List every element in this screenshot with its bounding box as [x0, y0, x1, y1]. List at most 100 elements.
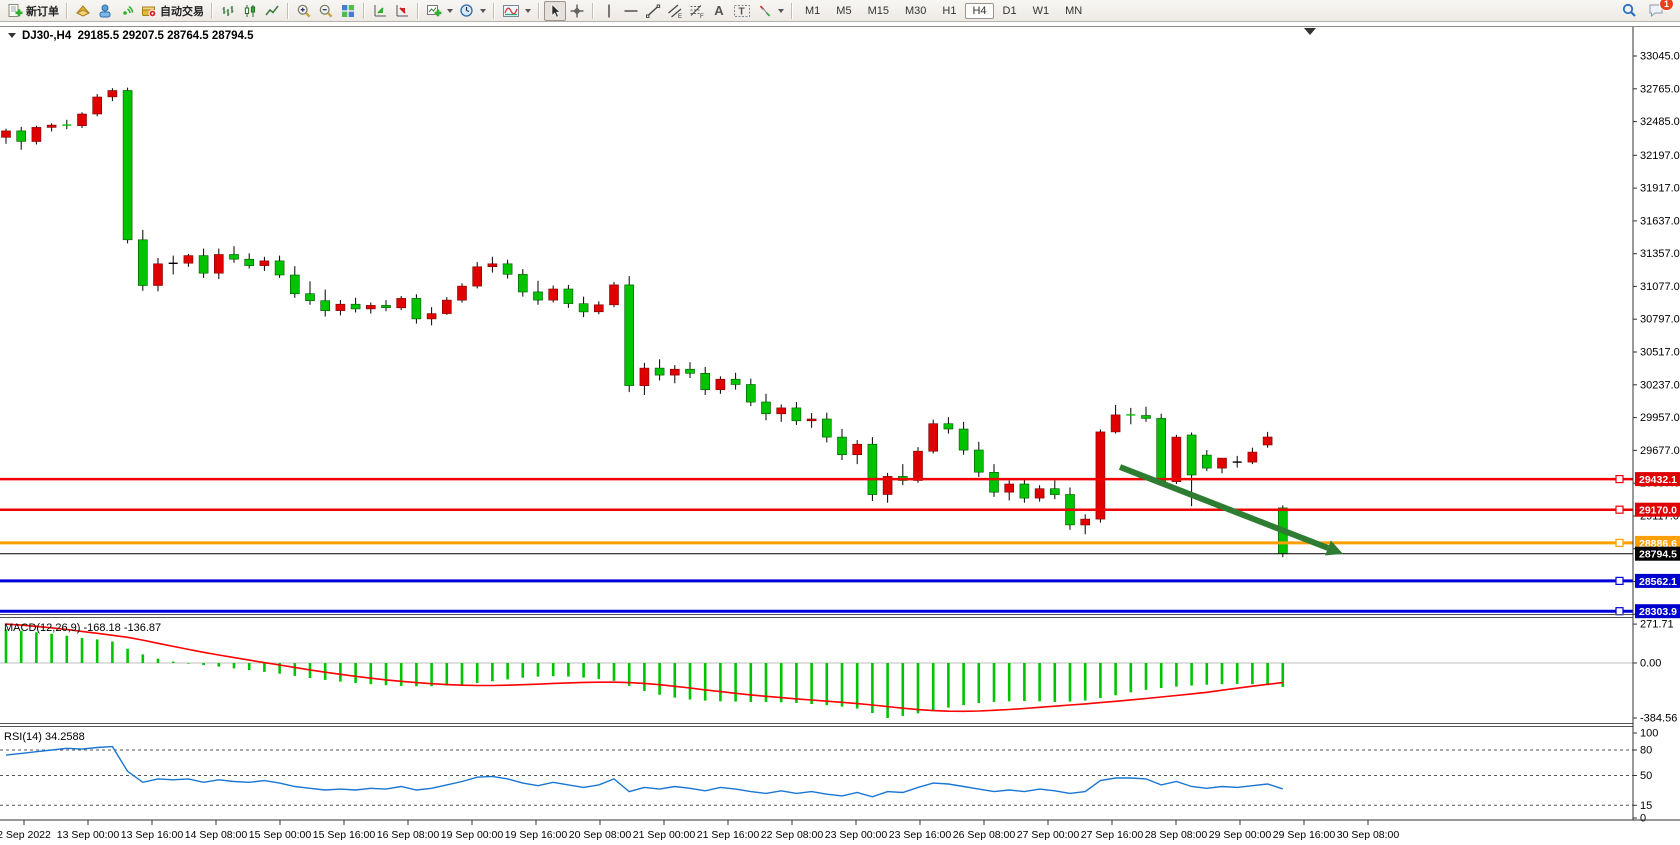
svg-text:29 Sep 00:00: 29 Sep 00:00	[1209, 829, 1272, 841]
svg-text:15 Sep 00:00: 15 Sep 00:00	[249, 829, 312, 841]
line-chart-icon	[264, 3, 280, 19]
candlestick-chart-button[interactable]	[239, 1, 261, 21]
cursor-icon	[547, 3, 563, 19]
arrows-button[interactable]	[754, 1, 787, 21]
toolbar-separator	[417, 2, 419, 19]
svg-text:31637.0: 31637.0	[1640, 215, 1680, 227]
svg-text:29170.0: 29170.0	[1639, 505, 1677, 517]
macd-label: MACD(12,26,9) -168.18 -136.87	[4, 622, 161, 634]
rsi-pane: RSI(14) 34.2588	[0, 731, 1633, 806]
arrows-icon	[757, 3, 773, 19]
svg-text:15 Sep 16:00: 15 Sep 16:00	[313, 829, 376, 841]
line-chart-button[interactable]	[261, 1, 283, 21]
timeframe-m30[interactable]: M30	[904, 4, 927, 17]
chart-end-icon	[394, 3, 410, 19]
bar-chart-button[interactable]	[217, 1, 239, 21]
macd-pane: MACD(12,26,9) -168.18 -136.87	[0, 622, 1633, 718]
periods-clock-icon	[459, 3, 475, 19]
zoom-out-button[interactable]	[315, 1, 337, 21]
svg-text:31917.0: 31917.0	[1640, 183, 1680, 195]
toolbar-separator	[287, 2, 289, 19]
svg-text:31357.0: 31357.0	[1640, 248, 1680, 260]
signals-icon	[119, 3, 135, 19]
timeframe-h4[interactable]: H4	[965, 2, 994, 19]
trend-line-button[interactable]	[642, 1, 664, 21]
candlestick-chart-icon	[242, 3, 258, 19]
trend-arrow-annotation	[1118, 464, 1343, 556]
price-badge	[1635, 502, 1680, 517]
svg-text:19 Sep 00:00: 19 Sep 00:00	[441, 829, 504, 841]
periods-dropdown-caret	[480, 8, 486, 13]
signals-button[interactable]	[116, 1, 138, 21]
arrows-dropdown-caret	[778, 8, 784, 13]
toolbar-separator	[538, 2, 540, 19]
pane-separators	[0, 614, 1680, 727]
svg-text:28303.9: 28303.9	[1639, 606, 1677, 618]
svg-text:21 Sep 00:00: 21 Sep 00:00	[633, 829, 696, 841]
svg-text:28794.5: 28794.5	[1639, 549, 1677, 561]
crosshair-button[interactable]	[566, 1, 588, 21]
toolbar-separator	[66, 2, 68, 19]
svg-text:32197.0: 32197.0	[1640, 150, 1680, 162]
zoom-in-button[interactable]	[293, 1, 315, 21]
timeframe-m5[interactable]: M5	[836, 4, 852, 17]
periods-button[interactable]	[456, 1, 489, 21]
svg-text:13 Sep 00:00: 13 Sep 00:00	[57, 829, 120, 841]
trend-line-icon	[645, 3, 661, 19]
fibonacci-button[interactable]: F	[686, 1, 708, 21]
equidistant-channel-icon: E	[667, 3, 683, 19]
crosshair-icon	[569, 3, 585, 19]
svg-text:14 Sep 08:00: 14 Sep 08:00	[185, 829, 248, 841]
hline-objects-group	[0, 475, 1633, 616]
indicators-button[interactable]	[499, 1, 534, 21]
svg-text:0.00: 0.00	[1640, 658, 1661, 670]
svg-text:F: F	[700, 14, 704, 19]
price-badge	[1635, 546, 1680, 561]
vertical-line-icon	[602, 3, 616, 19]
chart-title: DJ30-,H4 29185.5 29207.5 28764.5 28794.5	[8, 28, 1316, 42]
rsi-label: RSI(14) 34.2588	[4, 731, 85, 743]
bar-chart-icon	[220, 3, 236, 19]
search-button[interactable]	[1618, 1, 1641, 21]
svg-text:0: 0	[1640, 813, 1646, 825]
new-order-label: 新订单	[26, 5, 59, 18]
timeframe-w1[interactable]: W1	[1032, 4, 1050, 17]
new-order-button[interactable]: 新订单	[4, 1, 62, 21]
community-person-icon	[97, 3, 113, 19]
svg-text:27 Sep 16:00: 27 Sep 16:00	[1081, 829, 1144, 841]
svg-text:20 Sep 08:00: 20 Sep 08:00	[569, 829, 632, 841]
zoom-in-icon	[296, 3, 312, 19]
new-chart-icon	[426, 3, 442, 19]
text-button[interactable]: A	[708, 1, 730, 21]
svg-text:32765.0: 32765.0	[1640, 83, 1680, 95]
toolbar-separator	[211, 2, 213, 19]
tile-windows-button[interactable]	[337, 1, 359, 21]
svg-text:100: 100	[1640, 728, 1658, 740]
search-icon	[1621, 2, 1638, 19]
timeframe-d1[interactable]: D1	[1002, 4, 1017, 17]
equidistant-channel-button[interactable]: E	[664, 1, 686, 21]
timeframe-mn[interactable]: MN	[1065, 4, 1083, 17]
svg-text:30517.0: 30517.0	[1640, 347, 1680, 359]
toolbar-separator	[363, 2, 365, 19]
svg-text:30797.0: 30797.0	[1640, 314, 1680, 326]
timeframe-m1[interactable]: M1	[805, 4, 821, 17]
community-button[interactable]	[94, 1, 116, 21]
horizontal-line-icon	[623, 3, 639, 19]
vertical-line-button[interactable]	[598, 1, 620, 21]
autotrading-button[interactable]: 自动交易	[138, 1, 207, 21]
text-label-button[interactable]: T	[730, 1, 754, 21]
chart-forward-button[interactable]	[369, 1, 391, 21]
timeframe-m15[interactable]: M15	[867, 4, 889, 17]
svg-text:271.71: 271.71	[1640, 619, 1674, 631]
cursor-button[interactable]	[544, 0, 566, 21]
svg-text:28562.1: 28562.1	[1639, 576, 1677, 588]
notification-badge[interactable]: 1	[1658, 0, 1674, 11]
chart-end-button[interactable]	[391, 1, 413, 21]
metaeditor-button[interactable]	[72, 1, 94, 21]
new-chart-button[interactable]	[423, 1, 456, 21]
horizontal-line-button[interactable]	[620, 1, 642, 21]
timeframe-h1[interactable]: H1	[942, 4, 957, 17]
